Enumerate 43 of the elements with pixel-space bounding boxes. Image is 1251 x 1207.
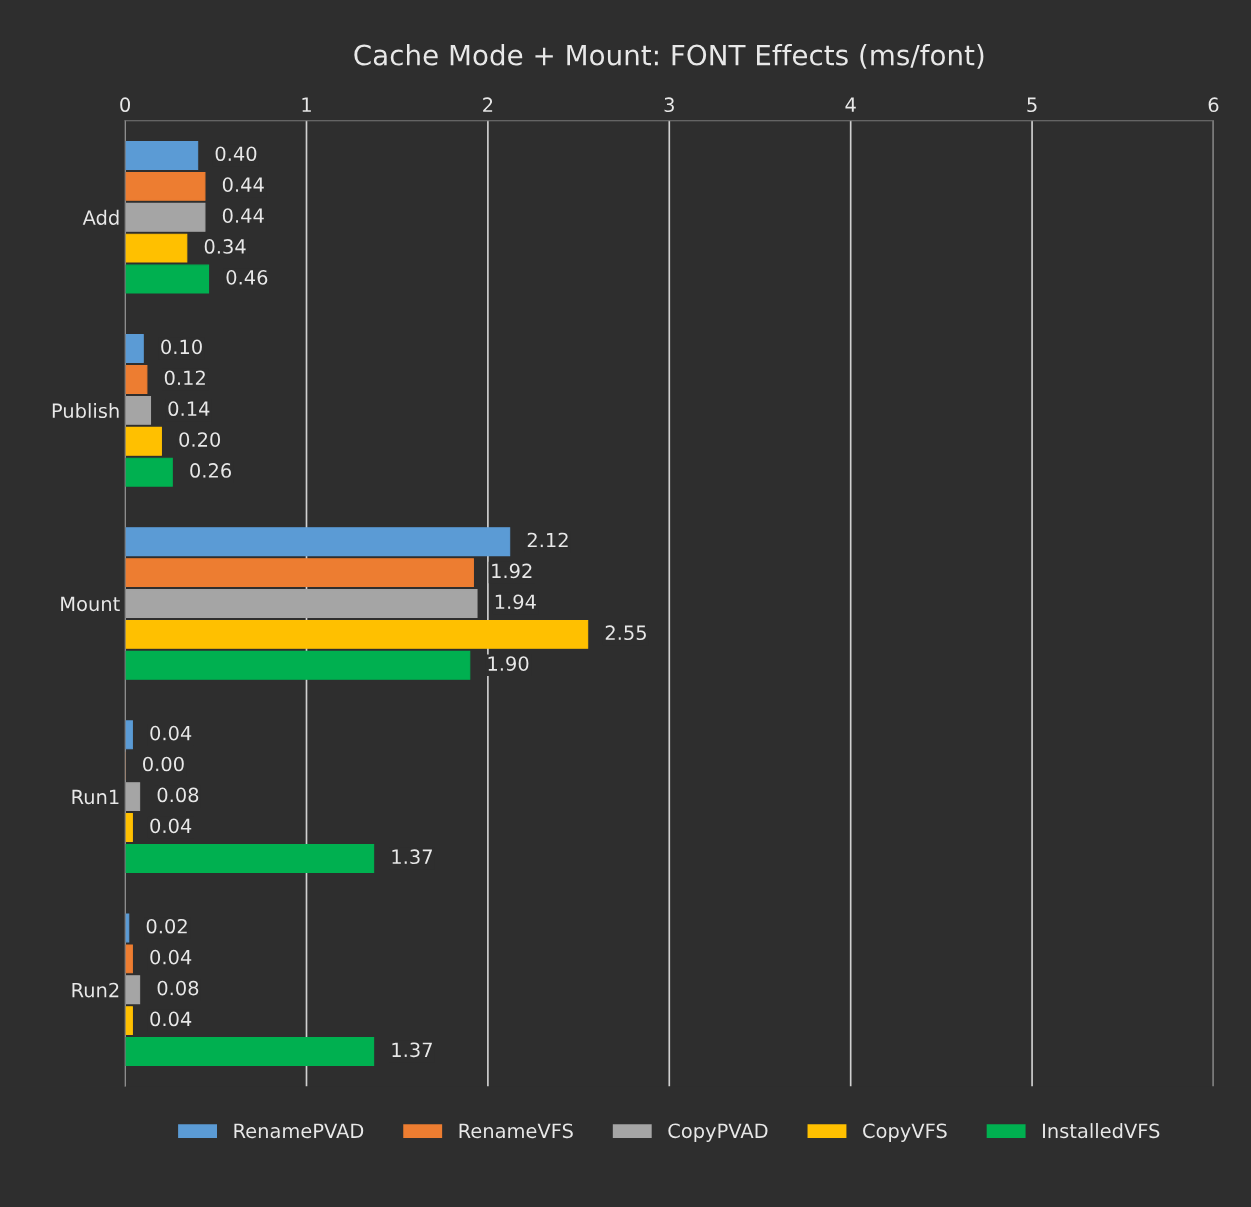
data-label: 2.12 [527,532,568,548]
x-tick-label: 3 [664,97,674,113]
y-tick-label: Run2 [72,982,119,998]
data-label: 0.14 [168,401,210,417]
legend-label: CopyPVAD [668,1123,768,1142]
x-tick-label: 2 [483,97,493,112]
x-tick-label: 0 [120,97,130,113]
x-tick-label: 4 [845,97,856,112]
data-label: 0.02 [146,918,187,934]
data-label: 0.04 [150,725,192,741]
data-label: 1.37 [392,849,432,865]
data-label: 0.44 [222,177,264,192]
data-label: 0.04 [150,1011,192,1027]
data-label: 0.46 [226,269,268,285]
data-label: 0.34 [204,239,246,254]
chart-title: Cache Mode + Mount: FONT Effects (ms/font) [354,44,984,69]
data-label: 1.94 [495,594,536,610]
data-label: 0.20 [179,432,221,447]
legend-label: RenameVFS [459,1123,573,1139]
data-label: 0.08 [157,980,199,996]
y-tick-label: Run1 [72,789,119,805]
legend-label: CopyVFS [863,1123,947,1142]
data-label: 0.00 [143,756,184,772]
data-label: 0.40 [215,146,257,162]
x-tick-label: 6 [1208,97,1219,113]
data-label: 0.26 [190,463,231,478]
x-tick-label: 5 [1027,97,1037,113]
data-label: 0.10 [161,339,202,355]
data-label: 1.90 [488,656,529,671]
data-label: 0.08 [157,787,199,803]
legend-label: InstalledVFS [1043,1123,1160,1139]
y-tick-label: Add [82,209,119,225]
x-tick-label: 1 [302,97,311,112]
data-label: 1.37 [392,1042,432,1058]
data-label: 0.44 [222,208,264,223]
data-label: 1.92 [492,563,532,579]
legend-label: RenamePVAD [234,1123,364,1139]
data-label: 0.12 [164,370,205,386]
data-label: 2.55 [605,625,646,641]
y-tick-label: Publish [52,402,119,419]
data-label: 0.04 [150,949,192,965]
data-label: 0.04 [150,818,192,834]
y-tick-label: Mount [61,596,120,612]
